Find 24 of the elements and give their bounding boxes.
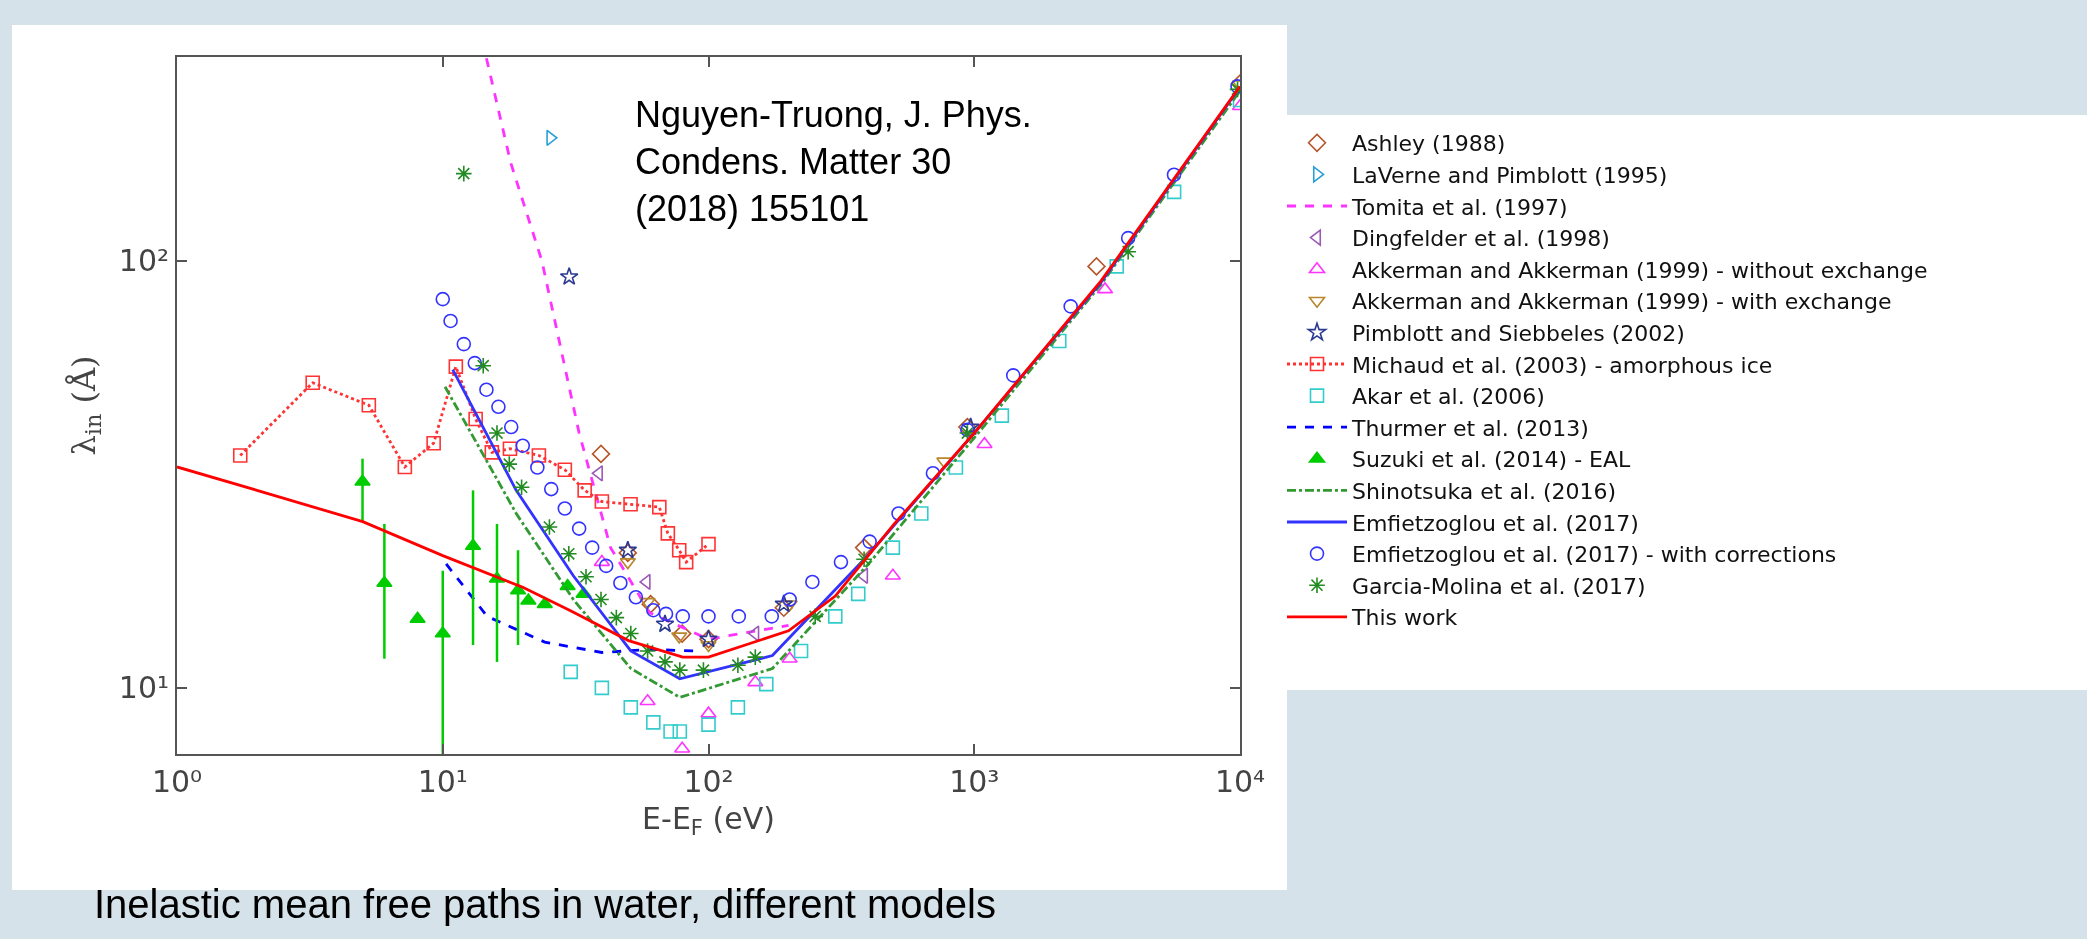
legend-label: Akar et al. (2006) [1352,384,1545,410]
legend-label: LaVerne and Pimblott (1995) [1352,162,1668,188]
annotation: Nguyen-Truong, J. Phys. Condens. Matter 30 (2018) 155101 [635,94,1032,229]
legend-label: Emfietzoglou et al. (2017) [1352,510,1639,536]
legend-label: Garcia-Molina et al. (2017) [1352,573,1646,599]
legend-label: Akkerman and Akkerman (1999) - with exchange [1352,289,1892,315]
x-tick-label: 10⁰ [151,764,203,799]
legend-label: Dingfelder et al. (1998) [1352,226,1610,252]
legend-label: Michaud et al. (2003) - amorphous ice [1352,352,1773,378]
x-tick-label: 10² [683,764,734,799]
legend-label: This work [1351,605,1458,631]
legend-label: Shinotsuka et al. (2016) [1352,478,1617,504]
x-axis-title: E-E$_{F}$ (eV) [642,801,775,841]
legend-label: Emfietzoglou et al. (2017) - with corrections [1352,542,1837,568]
legend-label: Tomita et al. (1997) [1351,194,1568,220]
legend-label: Akkerman and Akkerman (1999) - without exchange [1352,257,1928,283]
legend-label: Suzuki et al. (2014) - EAL [1352,447,1632,473]
x-tick-label: 10⁴ [1214,764,1266,799]
legend-label: Ashley (1988) [1352,131,1506,157]
legend-label: Pimblott and Siebbeles (2002) [1352,320,1685,346]
x-tick-label: 10¹ [417,764,468,799]
x-tick-label: 10³ [949,764,1000,799]
text: Inelastic mean free paths in water, different models [94,882,996,926]
legend-label: Thurmer et al. (2013) [1351,415,1589,441]
